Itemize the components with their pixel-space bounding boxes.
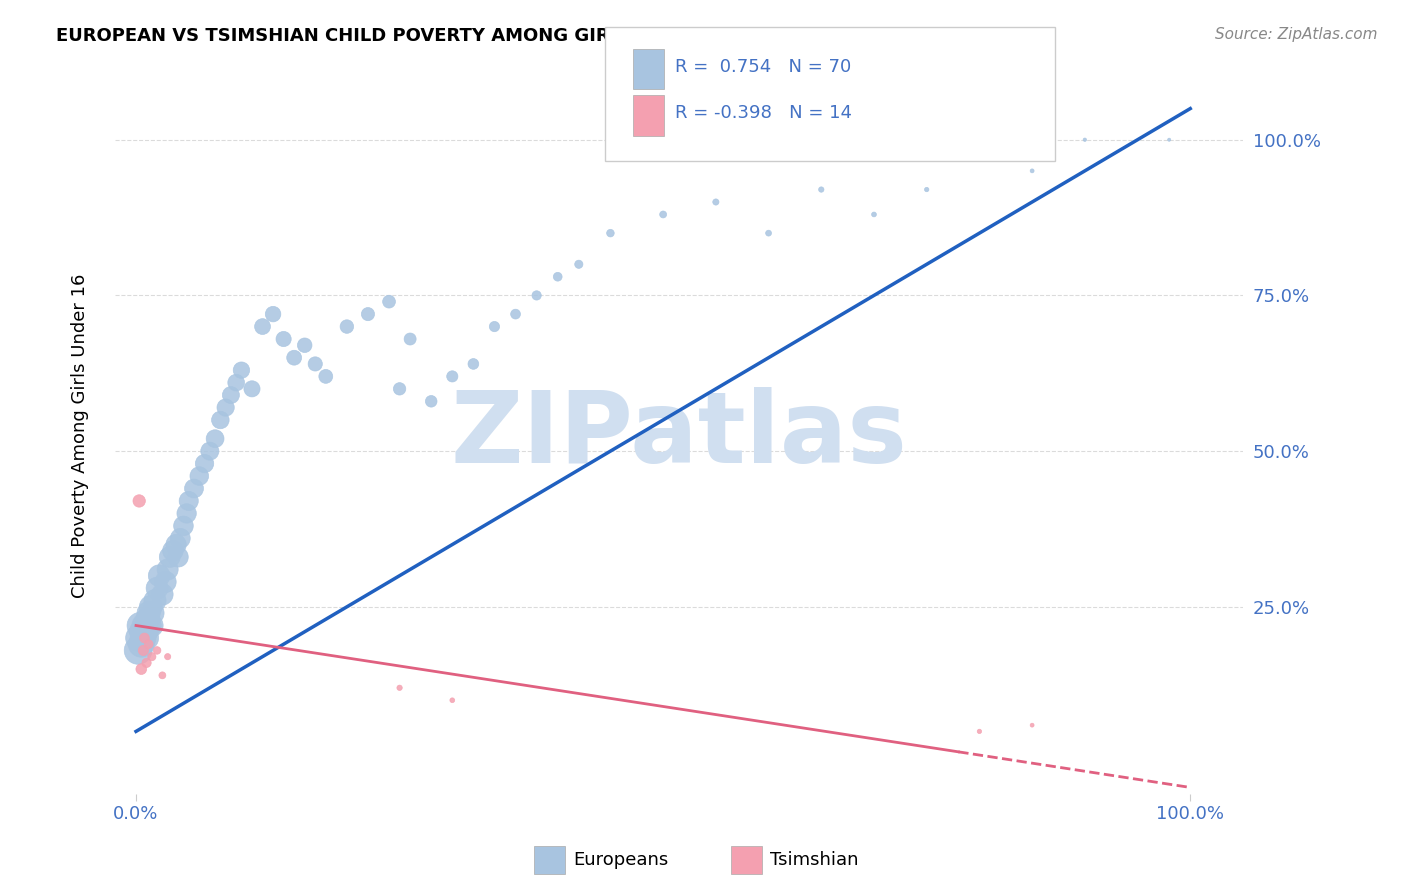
Point <box>399 332 422 346</box>
Point <box>134 624 156 639</box>
Point <box>127 643 149 657</box>
Text: Tsimshian: Tsimshian <box>770 851 859 869</box>
Point <box>599 226 621 240</box>
Point <box>143 593 166 607</box>
Point <box>1021 164 1043 178</box>
Point <box>505 307 527 321</box>
Point <box>156 649 179 664</box>
Y-axis label: Child Poverty Among Girls Under 16: Child Poverty Among Girls Under 16 <box>72 273 89 598</box>
Point <box>188 469 211 483</box>
Point <box>146 643 169 657</box>
Point <box>252 319 274 334</box>
Point <box>915 182 938 196</box>
Point <box>463 357 485 371</box>
Point <box>129 637 152 651</box>
Point <box>141 618 163 632</box>
Point <box>304 357 326 371</box>
Point <box>135 631 157 645</box>
Point <box>209 413 232 427</box>
Point <box>138 618 160 632</box>
Point <box>128 494 150 508</box>
Point <box>810 182 832 196</box>
Point <box>169 531 191 545</box>
Point <box>262 307 284 321</box>
Point <box>129 662 152 676</box>
Point <box>204 432 226 446</box>
Point <box>484 319 506 334</box>
Point <box>273 332 295 346</box>
Point <box>1159 133 1181 147</box>
Point <box>155 574 177 589</box>
Point <box>138 637 160 651</box>
Point <box>547 269 569 284</box>
Point <box>969 724 991 739</box>
Point <box>162 543 184 558</box>
Point <box>704 194 727 209</box>
Point <box>357 307 380 321</box>
Point <box>156 562 179 576</box>
Point <box>150 587 173 601</box>
Point <box>240 382 263 396</box>
Point <box>315 369 337 384</box>
Point <box>568 257 591 271</box>
Point <box>148 568 170 582</box>
Point <box>193 457 215 471</box>
Point <box>129 618 152 632</box>
Point <box>139 599 162 614</box>
Point <box>1074 133 1097 147</box>
Point <box>165 537 187 551</box>
Point <box>225 376 247 390</box>
Point <box>214 401 236 415</box>
Point <box>132 631 155 645</box>
Point <box>150 668 173 682</box>
Point <box>142 606 165 620</box>
Point <box>135 656 157 670</box>
Point <box>1021 718 1043 732</box>
Point <box>134 631 156 645</box>
Text: Europeans: Europeans <box>574 851 669 869</box>
Point <box>134 618 156 632</box>
Point <box>863 207 886 221</box>
Text: Source: ZipAtlas.com: Source: ZipAtlas.com <box>1215 27 1378 42</box>
Point <box>231 363 253 377</box>
Text: R = -0.398   N = 14: R = -0.398 N = 14 <box>675 104 852 122</box>
Point <box>219 388 242 402</box>
Point <box>167 549 190 564</box>
Text: R =  0.754   N = 70: R = 0.754 N = 70 <box>675 58 851 76</box>
Point <box>441 369 464 384</box>
Point <box>198 444 221 458</box>
Point <box>141 649 163 664</box>
Point <box>526 288 548 302</box>
Point <box>131 624 153 639</box>
Point <box>378 294 401 309</box>
Point <box>388 681 411 695</box>
Point <box>172 519 194 533</box>
Point <box>388 382 411 396</box>
Point <box>146 581 169 595</box>
Point <box>128 631 150 645</box>
Point <box>177 494 200 508</box>
Point <box>336 319 359 334</box>
Text: EUROPEAN VS TSIMSHIAN CHILD POVERTY AMONG GIRLS UNDER 16 CORRELATION CHART: EUROPEAN VS TSIMSHIAN CHILD POVERTY AMON… <box>56 27 963 45</box>
Point <box>138 606 160 620</box>
Point <box>652 207 675 221</box>
Point <box>136 612 159 626</box>
Point <box>283 351 305 365</box>
Point <box>420 394 443 409</box>
Point <box>441 693 464 707</box>
Point <box>758 226 780 240</box>
Point <box>176 507 198 521</box>
Text: ZIPatlas: ZIPatlas <box>450 387 907 484</box>
Point <box>159 549 181 564</box>
Point <box>183 482 205 496</box>
Point <box>294 338 316 352</box>
Point <box>132 643 155 657</box>
